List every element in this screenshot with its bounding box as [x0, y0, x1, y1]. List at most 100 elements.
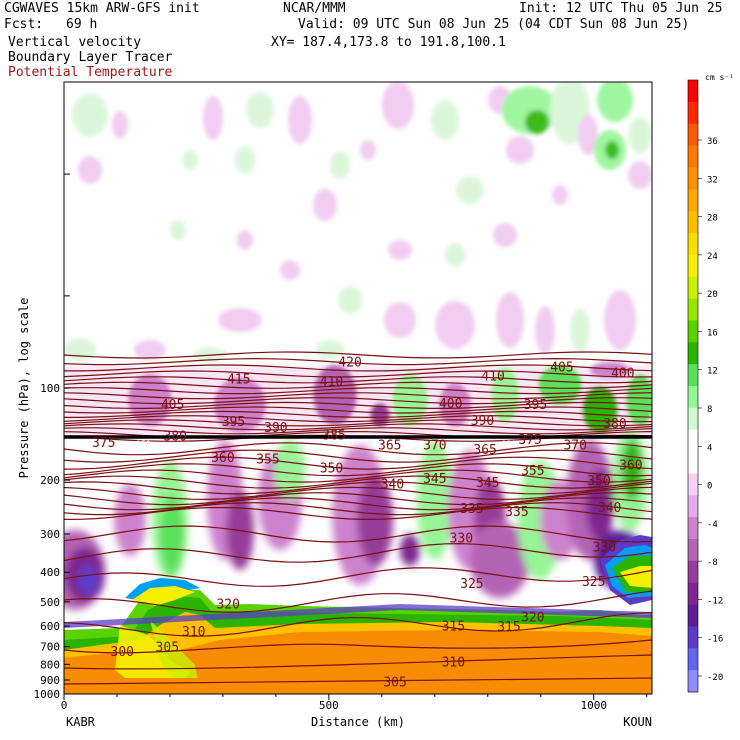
colorbar-swatch: [688, 604, 698, 627]
colorbar-label: -4: [707, 520, 718, 530]
x-axis: 0 500 1000 Distance (km) KABR KOUN: [61, 694, 652, 729]
right-endpoint-label: KOUN: [623, 715, 652, 729]
theta-contour-line: [64, 611, 652, 637]
colorbar-swatch: [688, 407, 698, 431]
theta-label: 315: [497, 620, 520, 635]
colorbar-swatch: [688, 451, 698, 474]
theta-contour-line: [64, 401, 652, 410]
colorbar-label: -12: [707, 596, 723, 606]
colorbar-label: 0: [707, 482, 712, 492]
left-endpoint-label: KABR: [66, 715, 96, 729]
theta-label: 405: [550, 360, 573, 375]
theta-label: 325: [460, 577, 483, 592]
colorbar: 36 32 28 24 20 16 12 8 4 0 -4 -8 -12 -16 -20 cm s⁻¹: [687, 73, 734, 693]
colorbar-swatch: [688, 233, 698, 256]
theta-label: 380: [603, 417, 626, 432]
theta-label: 400: [439, 397, 462, 412]
colorbar-label: 28: [707, 214, 718, 224]
colorbar-swatch: [688, 342, 698, 365]
theta-label: 360: [619, 459, 642, 474]
theta-contour-line: [64, 506, 652, 521]
colorbar-swatch: [688, 189, 698, 212]
colorbar-label: 32: [707, 175, 718, 185]
colorbar-swatch: [688, 429, 698, 453]
x-tick-label: 0: [61, 699, 68, 712]
troposphere-wave-pattern: [64, 430, 648, 610]
theta-label: 350: [587, 474, 610, 489]
theta-label: 420: [338, 356, 361, 371]
theta-label: 415: [227, 372, 250, 387]
theta-contour-line: [64, 525, 652, 543]
theta-label: 390: [264, 421, 287, 436]
tropopause-label: 150: [502, 440, 517, 449]
theta-contour-line: [64, 502, 652, 516]
theta-contour-line: [64, 590, 652, 613]
theta-label: 335: [505, 505, 528, 520]
theta-label: 340: [598, 501, 621, 516]
y-tick-label: 700: [40, 641, 60, 654]
theta-label: 400: [611, 367, 634, 382]
y-tick-label: 100: [40, 382, 60, 395]
colorbar-swatch: [688, 320, 698, 343]
theta-contour-line: [64, 351, 652, 359]
y-tick-label: 500: [40, 596, 60, 609]
theta-label: 330: [593, 541, 616, 556]
colorbar-swatch: [688, 648, 698, 671]
theta-contour-line: [64, 486, 652, 501]
field-vertical-velocity: Vertical velocity: [8, 35, 142, 50]
upper-level-wave-pattern: [64, 82, 652, 363]
field-potential-temperature: Potential Temperature: [8, 65, 173, 80]
theta-label: 300: [111, 645, 134, 660]
y-tick-label: 200: [40, 474, 60, 487]
theta-contour-line: [64, 481, 652, 495]
theta-label: 395: [222, 415, 245, 430]
theta-contour-line: [64, 415, 652, 423]
colorbar-swatch: [688, 298, 698, 321]
theta-contour-line: [64, 406, 652, 414]
colorbar-label: -20: [707, 673, 723, 683]
field-boundary-layer-tracer: Boundary Layer Tracer: [8, 50, 173, 65]
theta-contour-line: [64, 677, 652, 685]
theta-label: 320: [521, 610, 544, 625]
theta-label: 370: [563, 439, 586, 454]
boundary-layer-tracer: [64, 535, 652, 694]
y-tick-label: 300: [40, 528, 60, 541]
theta-contour-line: [64, 456, 652, 470]
theta-label: 395: [524, 398, 547, 413]
cross-section-coords: XY= 187.4,173.8 to 191.8,100.1: [271, 35, 506, 50]
theta-contour-line: [64, 475, 652, 489]
x-tick-label: 1000: [580, 699, 607, 712]
theta-contour-line: [64, 469, 652, 483]
init-time: Init: 12 UTC Thu 05 Jun 25: [519, 1, 723, 16]
colorbar-unit: cm s⁻¹: [705, 73, 734, 82]
theta-label: 390: [471, 414, 494, 429]
colorbar-label: -16: [707, 635, 723, 645]
theta-label: 365: [378, 439, 401, 454]
theta-contour-line: [64, 639, 652, 654]
colorbar-swatch: [688, 626, 698, 649]
theta-contour-line: [64, 654, 652, 670]
colorbar-label: 4: [707, 443, 712, 453]
colorbar-swatch: [688, 495, 698, 518]
theta-label: 405: [161, 398, 184, 413]
x-tick-label: 500: [319, 699, 339, 712]
theta-label: 380: [164, 430, 187, 445]
fcst-label: Fcst:: [4, 17, 44, 32]
colorbar-swatch: [688, 582, 698, 606]
theta-contour-line: [64, 419, 652, 427]
colorbar-swatch: [688, 211, 698, 234]
colorbar-label: 20: [707, 290, 718, 300]
colorbar-swatch: [688, 276, 698, 300]
theta-label: 370: [423, 439, 446, 454]
theta-label: 365: [473, 443, 496, 458]
theta-label: 355: [256, 453, 279, 468]
colorbar-label: 12: [707, 367, 718, 377]
colorbar-swatch: [688, 101, 698, 125]
theta-contour-line: [64, 364, 652, 372]
colorbar-swatch: [688, 386, 698, 409]
y-tick-label: 800: [40, 658, 60, 671]
colorbar-label: 36: [707, 137, 718, 147]
colorbar-swatch: [688, 123, 698, 147]
theta-contour-line: [64, 397, 652, 405]
